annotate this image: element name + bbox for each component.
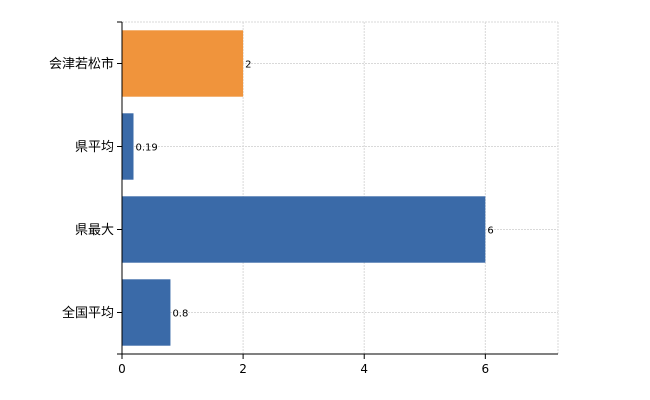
category-label-0: 会津若松市: [49, 56, 114, 72]
bar-1: [122, 113, 134, 180]
x-tick-label-0: 0: [118, 362, 126, 376]
bar-3: [122, 279, 171, 346]
data-label-0: 2: [245, 60, 251, 71]
category-label-1: 県平均: [75, 140, 114, 155]
category-label-2: 県最大: [75, 223, 114, 238]
data-label-2: 6: [487, 226, 493, 237]
x-tick-label-1: 2: [239, 362, 247, 376]
data-label-3: 0.8: [172, 309, 188, 320]
axis-layer: [117, 21, 558, 359]
data-label-1: 0.19: [136, 143, 158, 154]
x-tick-label-3: 6: [482, 362, 490, 376]
x-tick-label-2: 4: [360, 362, 368, 376]
bar-0: [122, 30, 244, 97]
bar-layer: [122, 30, 486, 346]
bar-2: [122, 196, 486, 263]
category-label-3: 全国平均: [62, 305, 114, 321]
